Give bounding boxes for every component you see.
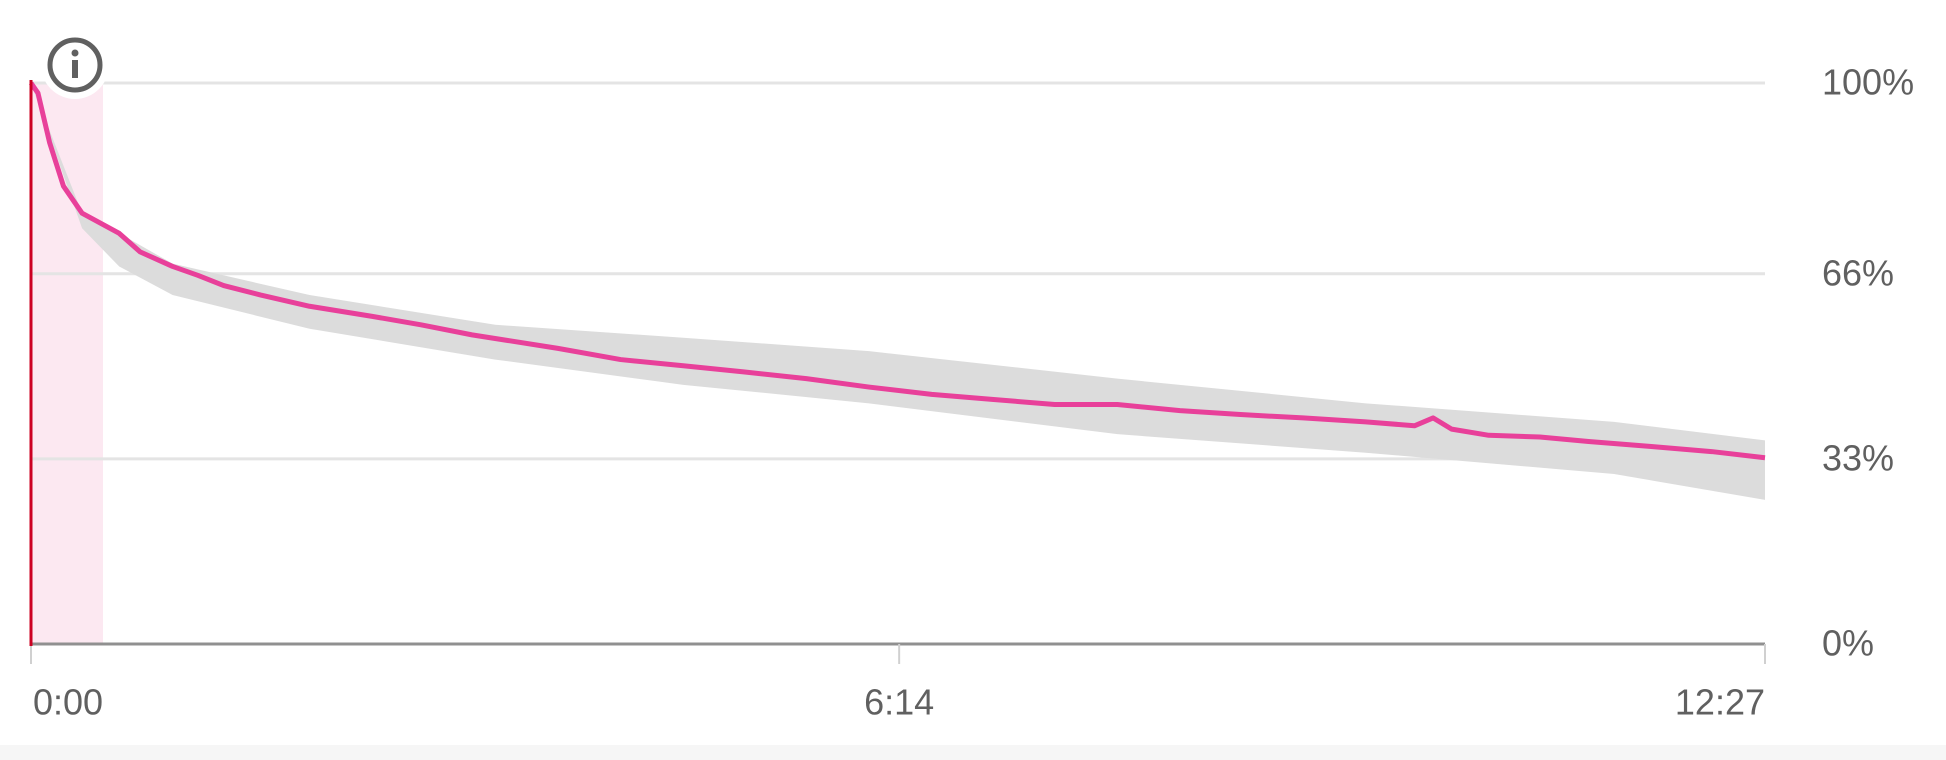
x-tick-label: 0:00 [33,682,103,723]
retention-line [28,81,1766,461]
plot: 0% 33% 66% 100% 0:00 6:14 12:27 [28,62,1914,723]
footer-strip [0,745,1946,760]
typical-range-band [31,83,1765,500]
intro-highlight [31,83,103,644]
info-icon[interactable] [41,31,109,99]
y-tick-label: 66% [1822,252,1894,293]
y-tick-label: 100% [1822,62,1914,103]
x-tick-label: 12:27 [1675,682,1765,723]
y-tick-label: 33% [1822,437,1894,478]
y-tick-label: 0% [1822,623,1874,664]
x-tick-label: 6:14 [864,682,934,723]
